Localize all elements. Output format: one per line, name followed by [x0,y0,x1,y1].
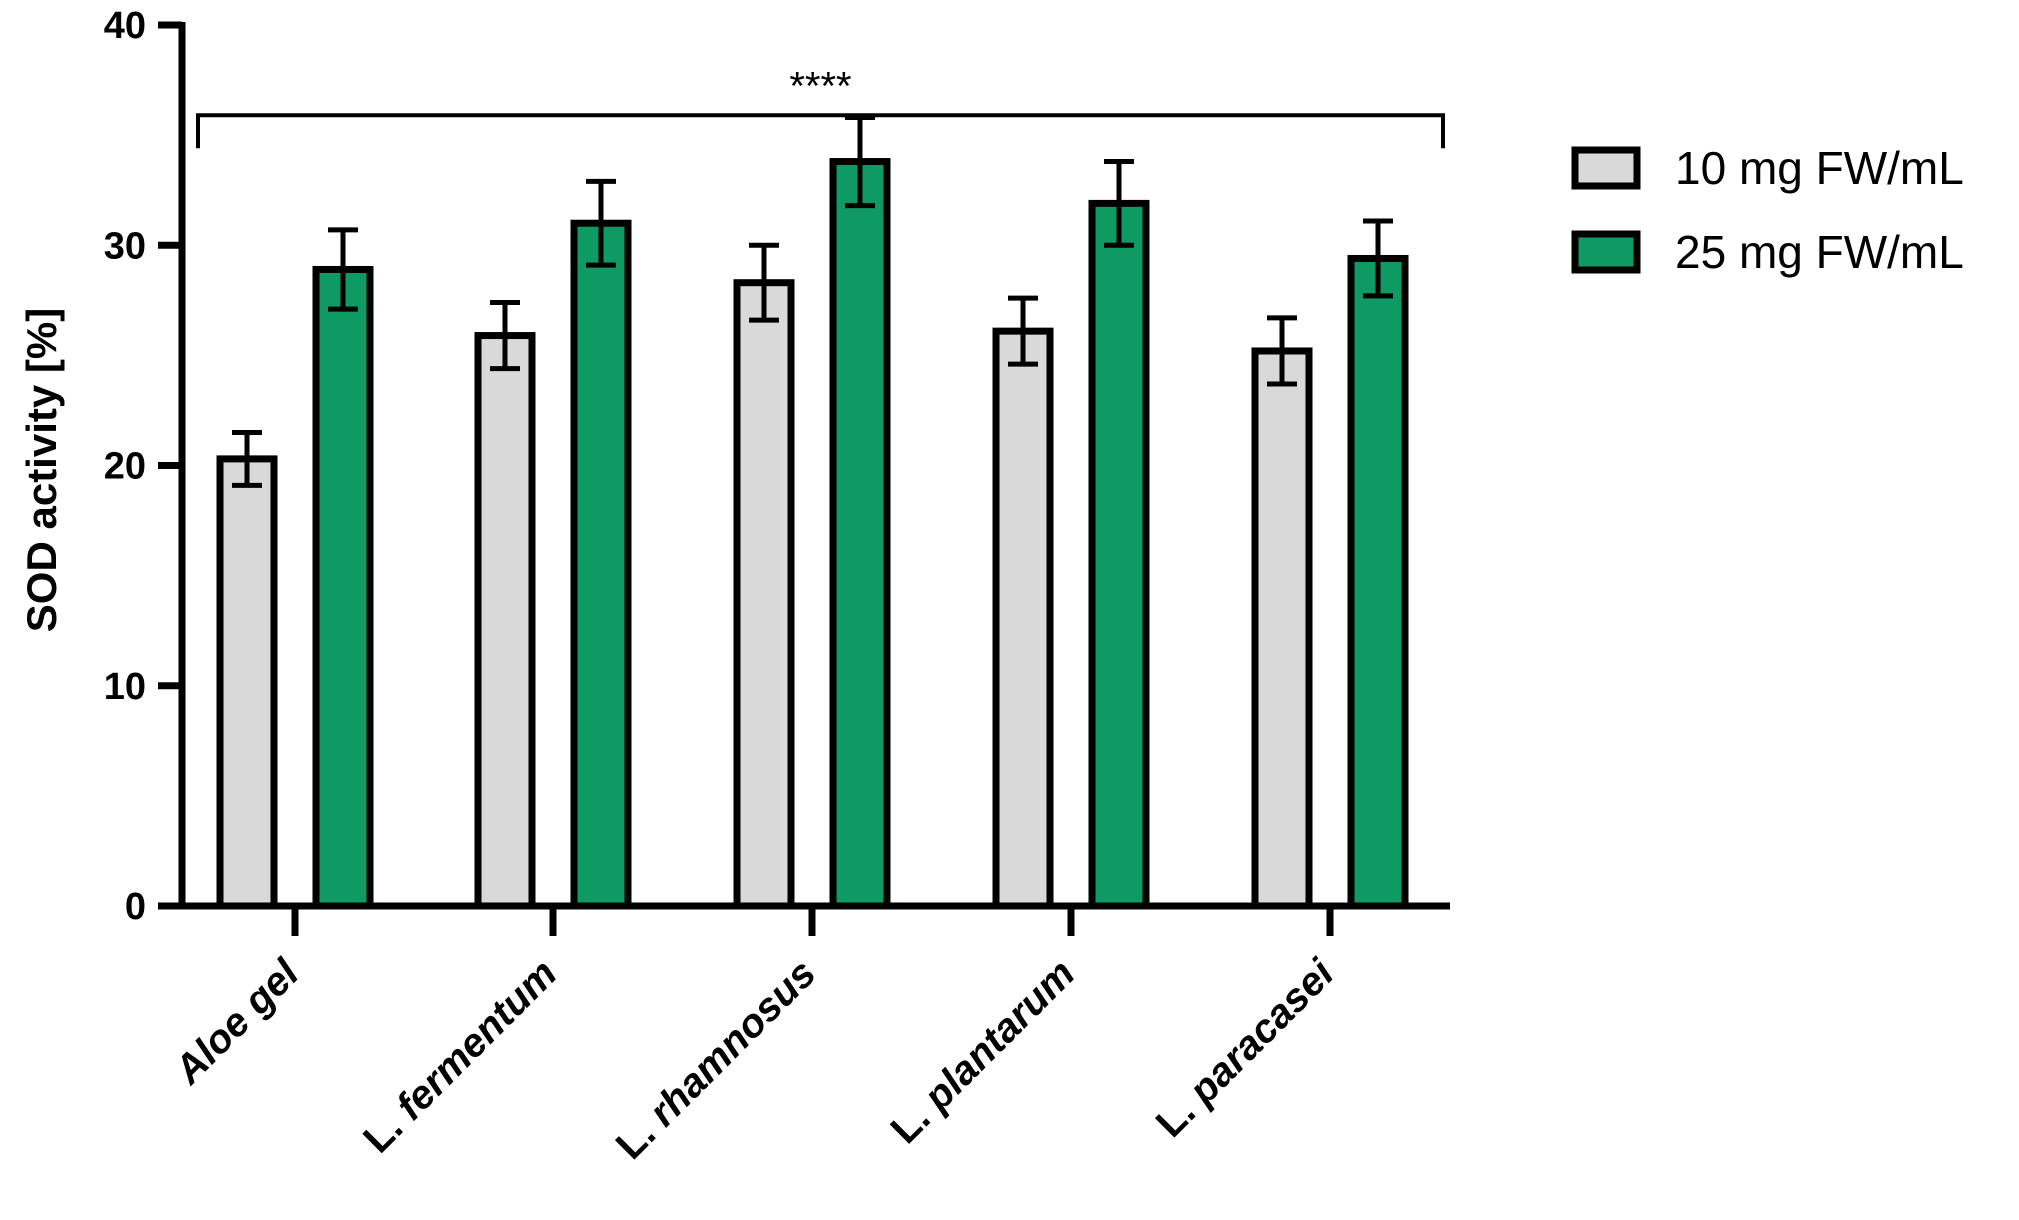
error-bar-25mg-1 [586,178,616,268]
y-tick-label-30: 30 [104,225,146,267]
legend-item-10mg: 10 mg FW/mL [1571,142,1964,194]
y-tick-label-40: 40 [104,5,146,47]
y-axis-label: SOD activity [%] [18,308,65,632]
bar-10mg-1 [474,332,536,910]
error-bar-10mg-4 [1267,315,1297,387]
bar-25mg-0 [312,265,374,910]
error-bar-25mg-2 [845,115,875,209]
bar-25mg-4 [1347,254,1409,910]
bars-group [216,115,1409,910]
legend-swatch-0 [1571,146,1641,190]
error-bar-25mg-4 [1363,218,1393,299]
bar-25mg-2 [829,158,891,910]
bar-10mg-3 [992,327,1054,910]
bar-25mg-1 [570,219,632,910]
error-bar-25mg-0 [328,227,358,312]
x-tick-label-4: L. paracasei [1148,951,1343,1146]
y-tick-label-0: 0 [125,886,146,928]
legend: 10 mg FW/mL 25 mg FW/mL [1571,142,1964,278]
bar-10mg-0 [216,455,278,910]
significance-bracket [196,113,1445,149]
bar-10mg-4 [1251,347,1313,910]
x-tick-label-3: L. plantarum [883,951,1084,1152]
axes-group [158,21,1450,936]
error-bar-10mg-0 [232,429,262,488]
y-tick-label-10: 10 [104,666,146,708]
y-tick-label-20: 20 [104,446,146,488]
error-bar-10mg-3 [1008,295,1038,367]
x-tick-label-2: L. rhamnosus [608,951,825,1168]
error-bar-25mg-3 [1104,159,1134,248]
legend-label-0: 10 mg FW/mL [1675,142,1964,194]
bar-25mg-3 [1088,199,1150,910]
x-tick-label-1: L. fermentum [355,951,565,1161]
error-bar-10mg-2 [749,242,779,323]
legend-swatch-1 [1571,230,1641,274]
error-bar-10mg-1 [490,300,520,372]
legend-label-1: 25 mg FW/mL [1675,226,1964,278]
bar-10mg-2 [733,279,795,910]
x-tick-label-0: Aloe gel [166,951,308,1093]
significance-label: **** [789,64,851,108]
legend-item-25mg: 25 mg FW/mL [1571,226,1964,278]
